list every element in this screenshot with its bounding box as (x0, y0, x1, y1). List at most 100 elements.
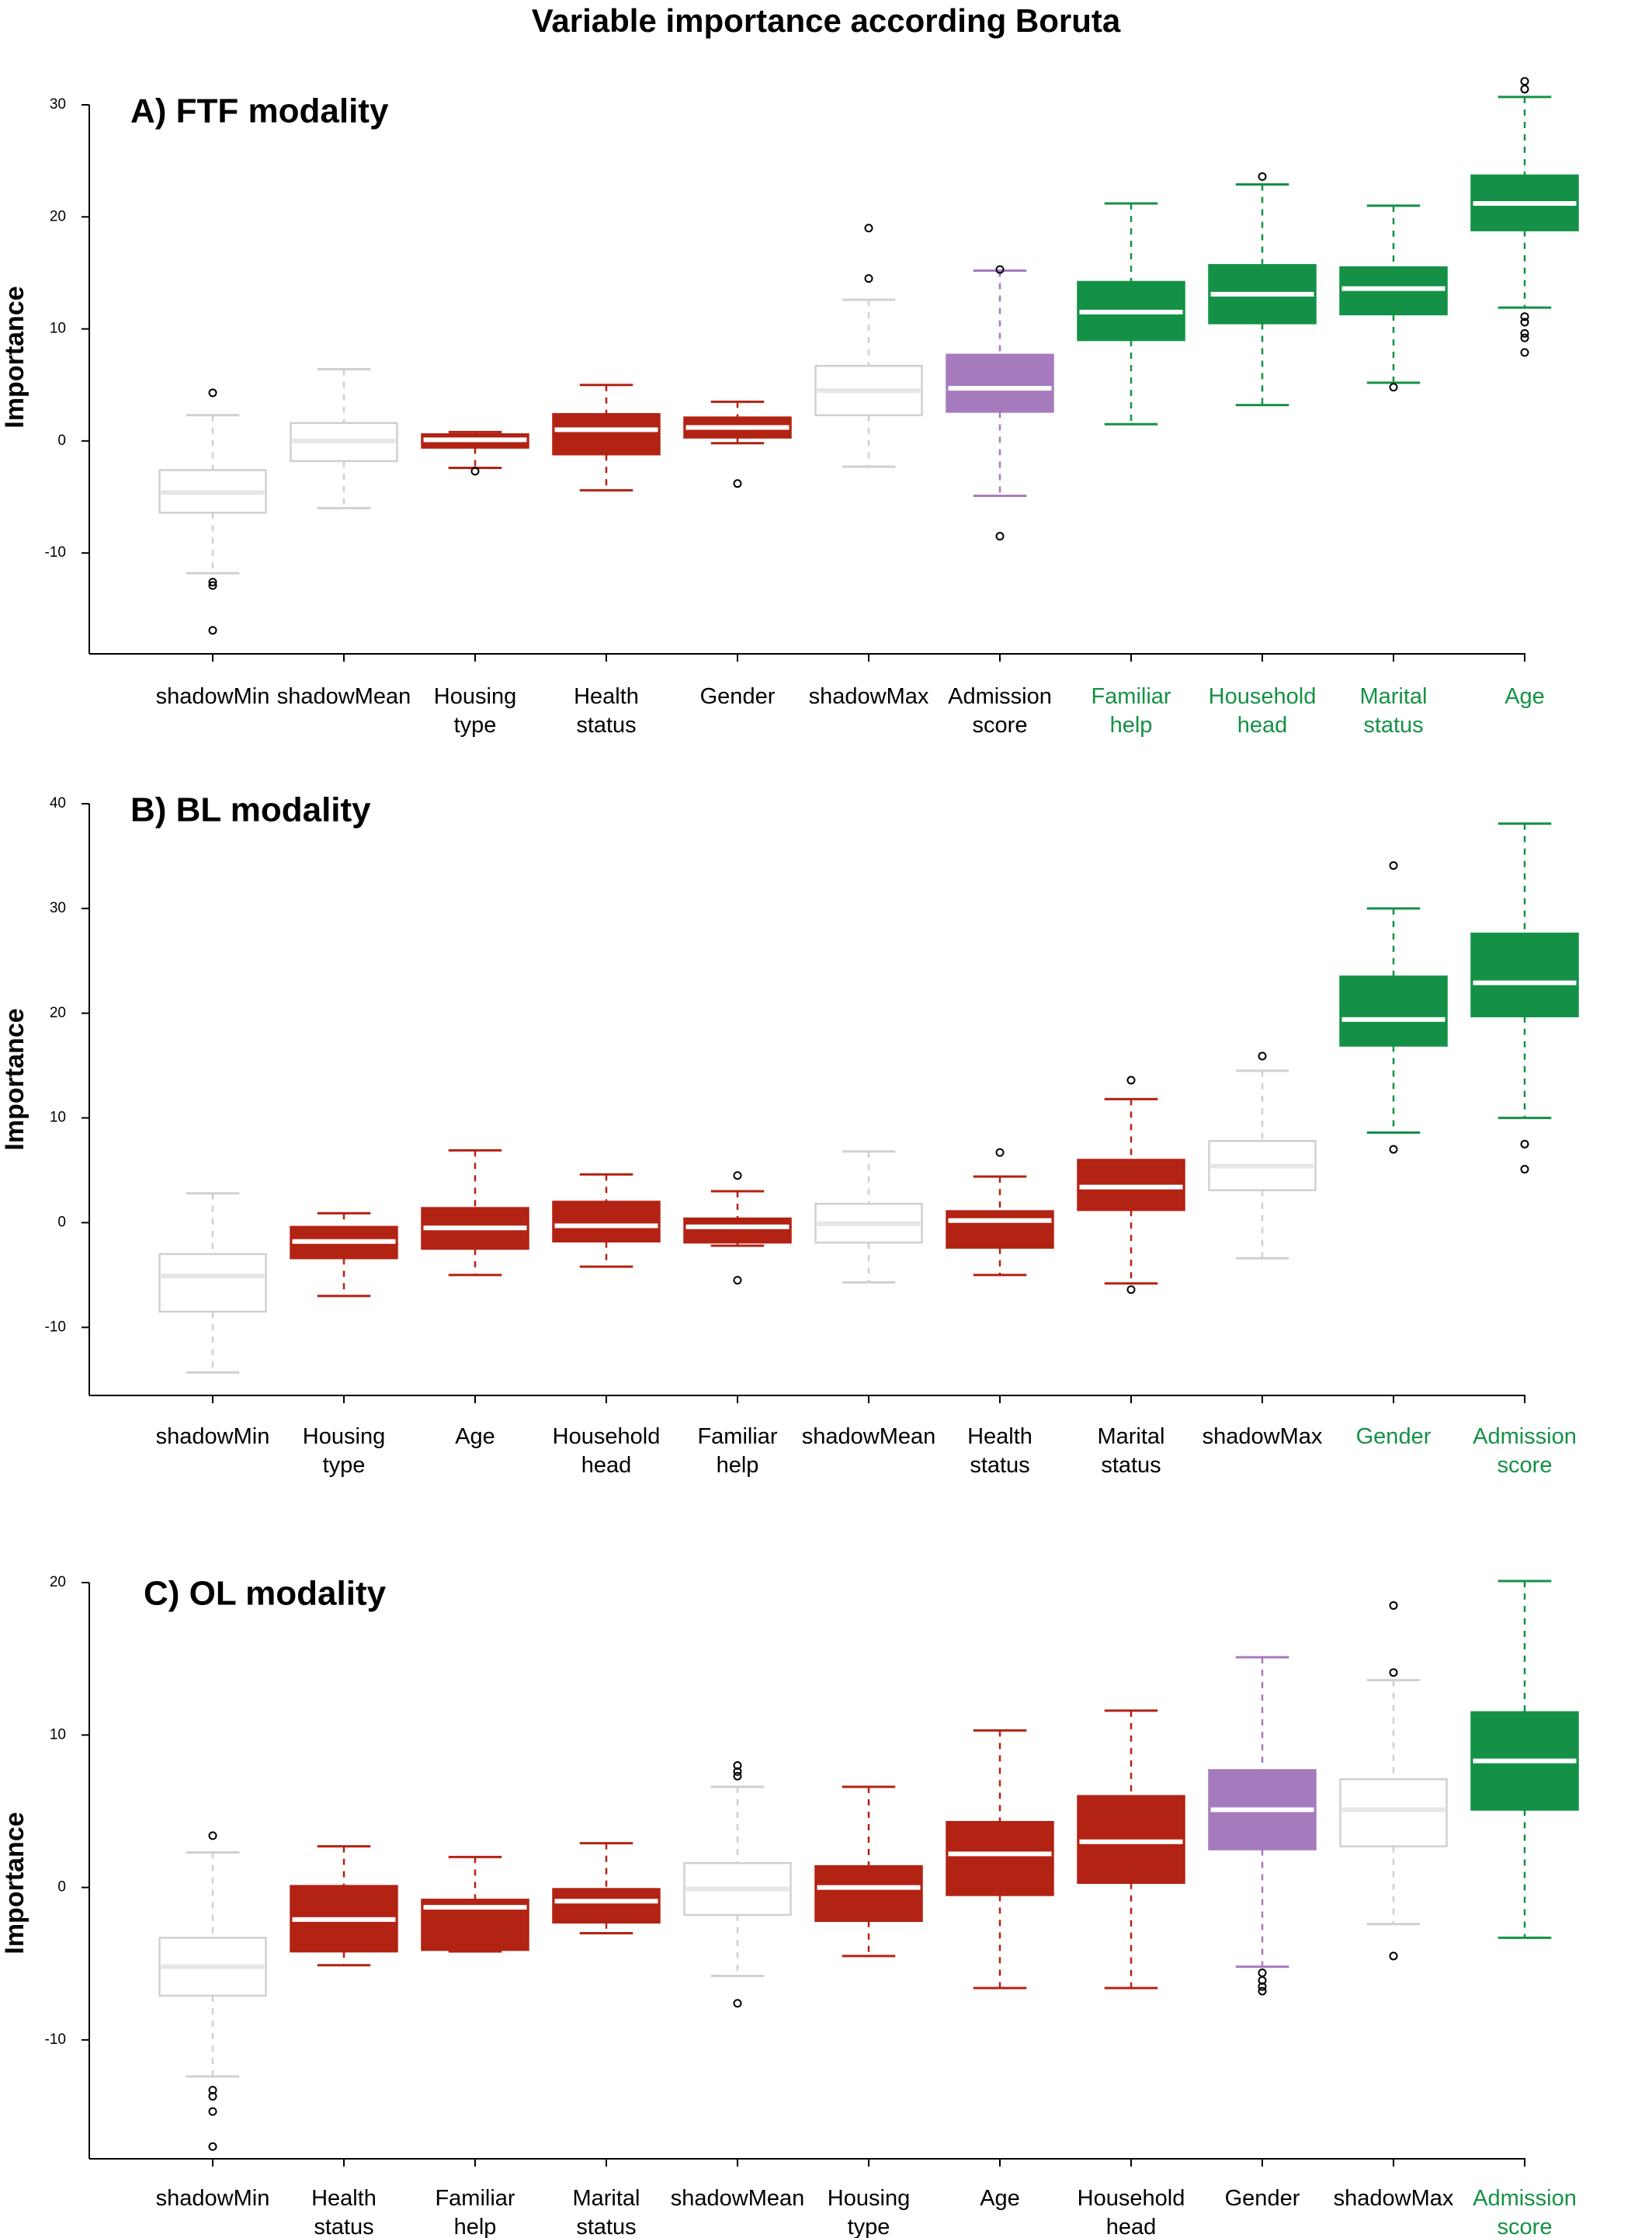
x-category-label: shadowMean (277, 684, 411, 709)
y-tick-label: 0 (57, 433, 66, 449)
box-shadowmax: shadowMax (1334, 1600, 1454, 2211)
box-housing-type: Housing type (814, 1785, 923, 2238)
y-tick-label: 40 (50, 795, 66, 811)
outlier-point (733, 1276, 742, 1285)
box-familiar-help: Familiar help (683, 1171, 792, 1478)
y-tick-label: -10 (45, 544, 66, 561)
x-category-label: Age (1504, 684, 1545, 709)
box-health-status: Health status (552, 384, 661, 738)
iqr-box (1470, 932, 1579, 1018)
iqr-box (946, 1820, 1054, 1896)
iqr-box (946, 1210, 1054, 1249)
x-category-label-line: shadowMean (802, 1424, 936, 1449)
x-category-label-line: Marital (572, 2186, 640, 2211)
outlier-point (1389, 1951, 1398, 1961)
outlier-point (1389, 861, 1398, 871)
outlier-point (733, 1767, 742, 1776)
x-category-label-line: shadowMin (156, 2186, 270, 2211)
x-category-label: shadowMin (156, 684, 270, 709)
x-category-label-line: Health (574, 684, 639, 709)
iqr-box (552, 1201, 661, 1242)
y-axis-label: Importance (0, 286, 30, 428)
main-title: Variable importance according Boruta (531, 2, 1121, 39)
box-gender: Gender (683, 400, 792, 709)
outlier-point (733, 479, 742, 488)
box-shadowmax: shadowMax (809, 224, 929, 709)
outlier-point (208, 578, 217, 587)
x-category-label-line: Gender (1356, 1424, 1432, 1449)
outlier-point (1520, 333, 1529, 342)
iqr-box (552, 1888, 661, 1923)
outlier-point (733, 1171, 742, 1180)
outlier-point (1258, 1051, 1267, 1061)
outlier-point (864, 224, 873, 233)
x-category-label: Admission score (1473, 1424, 1577, 1478)
x-category-label-line: Age (455, 1424, 495, 1449)
iqr-box (946, 353, 1054, 413)
outlier-point (208, 2086, 217, 2095)
outlier-point (733, 1771, 742, 1781)
outlier-point (1520, 77, 1529, 86)
box-familiar-help: Familiar help (1077, 202, 1185, 738)
x-category-label-line: shadowMin (156, 1424, 270, 1449)
x-category-label: shadowMean (671, 2186, 805, 2211)
outlier-point (995, 532, 1005, 540)
box-shadowmean: shadowMean (802, 1150, 936, 1449)
box-household-head: Household head (1208, 172, 1317, 738)
iqr-box (1339, 975, 1448, 1047)
x-category-label-line: Household (553, 1424, 661, 1449)
x-category-label-line: Admission (1473, 1424, 1577, 1449)
x-category-label: shadowMax (809, 684, 929, 709)
outlier-point (995, 265, 1005, 274)
iqr-box (814, 1864, 923, 1923)
outlier-point (208, 581, 217, 590)
x-category-label: Familiar help (1091, 684, 1171, 738)
x-category-label-line: status (314, 2215, 373, 2238)
x-category-label-line: shadowMean (277, 684, 411, 709)
x-category-label: Household head (1209, 684, 1317, 738)
panel-2: B) BL modality Importance -10 0 10 20 30 40 shad… (0, 791, 1579, 1478)
outlier-point (1520, 85, 1529, 94)
box-shadowmin: shadowMin (156, 1831, 270, 2211)
x-category-label-line: Age (980, 2186, 1020, 2211)
x-category-label-line: Health (967, 1424, 1032, 1449)
x-category-label-line: status (576, 2215, 636, 2238)
x-category-label-line: type (454, 713, 497, 738)
x-category-label: Health status (311, 2186, 377, 2238)
x-category-label: Admission score (1473, 2186, 1577, 2238)
outlier-point (208, 2092, 217, 2101)
box-marital-status: Marital status (1339, 204, 1448, 738)
box-shadowmean: shadowMean (277, 368, 411, 709)
outlier-point (1258, 172, 1267, 181)
y-tick-label: 10 (50, 321, 66, 337)
y-tick-label: 10 (50, 1726, 66, 1743)
x-category-label: Household head (553, 1424, 661, 1478)
x-category-label-line: shadowMax (1334, 2186, 1454, 2211)
outlier-point (208, 2107, 217, 2116)
x-category-label-line: Admission (948, 684, 1052, 709)
x-category-label: Marital status (1097, 1424, 1164, 1478)
x-category-label-line: help (717, 1453, 759, 1478)
x-category-label-line: Familiar (697, 1424, 777, 1449)
outlier-point (1126, 1076, 1136, 1085)
outlier-point (1258, 1982, 1267, 1991)
y-tick-label: 0 (57, 1214, 66, 1230)
outlier-point (1520, 348, 1529, 357)
box-admission-score: Admission score (946, 265, 1054, 738)
x-category-label-line: Marital (1097, 1424, 1164, 1449)
box-shadowmax: shadowMax (1203, 1051, 1323, 1449)
box-health-status: Health status (290, 1845, 398, 2238)
iqr-box (1339, 1778, 1448, 1847)
x-category-label-line: Gender (1225, 2186, 1300, 2211)
x-category-label: shadowMin (156, 1424, 270, 1449)
box-marital-status: Marital status (552, 1842, 661, 2238)
panel-1: A) FTF modality Importance -10 0 10 20 30 shado… (0, 77, 1579, 738)
outlier-point (470, 467, 480, 476)
x-category-label-line: status (576, 713, 636, 738)
x-category-label-line: shadowMin (156, 684, 270, 709)
outlier-point (1389, 1668, 1398, 1677)
x-category-label: Age (455, 1424, 495, 1449)
outlier-point (995, 1148, 1005, 1157)
x-category-label-line: shadowMean (671, 2186, 805, 2211)
x-category-label-line: help (454, 2215, 497, 2238)
